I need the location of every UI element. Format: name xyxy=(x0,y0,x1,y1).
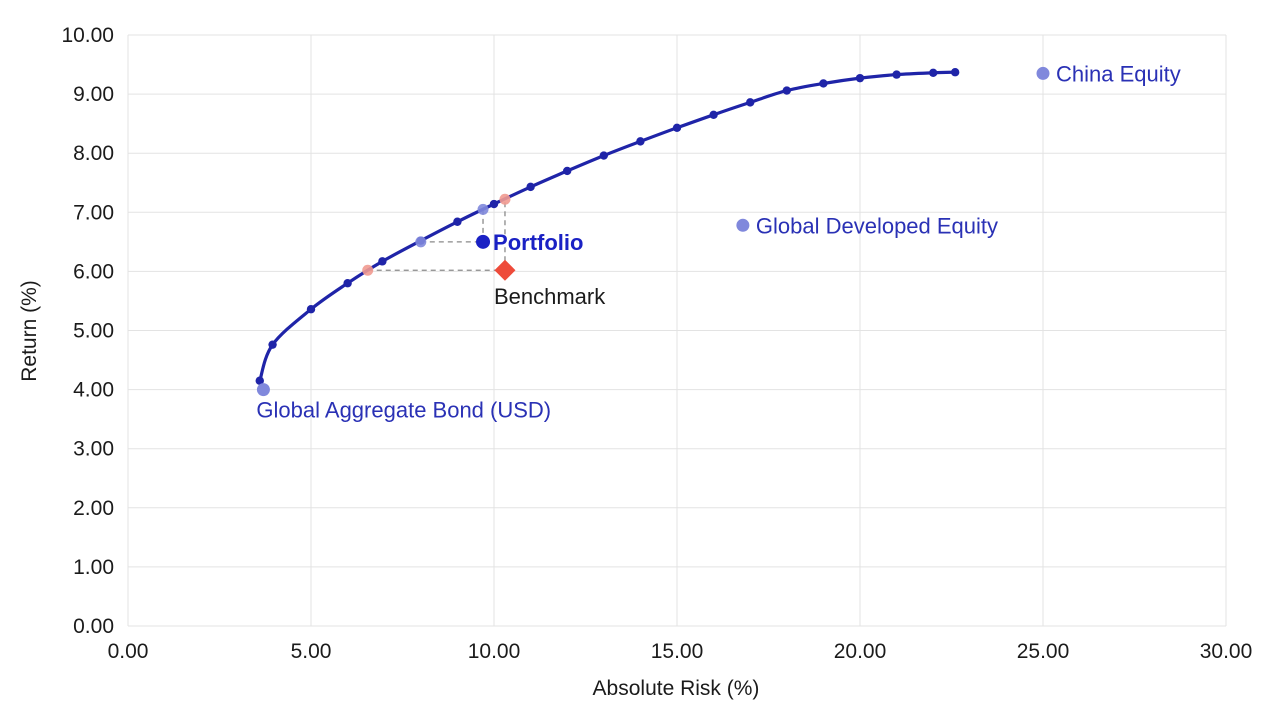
chart-markers xyxy=(256,66,1050,397)
projection-marker xyxy=(415,236,427,248)
x-tick-label: 15.00 xyxy=(651,640,704,663)
x-tick-label: 5.00 xyxy=(291,640,332,663)
frontier-point xyxy=(599,151,608,160)
frontier-point xyxy=(526,182,535,192)
x-tick-label: 30.00 xyxy=(1200,640,1253,663)
frontier-point xyxy=(255,376,264,385)
asset-label: Global Aggregate Bond (USD) xyxy=(256,398,551,423)
asset-label: China Equity xyxy=(1056,61,1181,86)
frontier-point xyxy=(950,68,960,77)
point-labels: Global Aggregate Bond (USD) Global Develo… xyxy=(256,61,1180,422)
x-tick-label: 10.00 xyxy=(468,640,521,663)
asset-label: Global Developed Equity xyxy=(756,213,998,238)
y-axis-title: Return (%) xyxy=(18,280,41,382)
frontier-point xyxy=(343,279,352,288)
tick-labels: 0.00 5.00 10.00 15.00 20.00 25.00 30.00 0.00 1.0… xyxy=(61,24,1252,663)
frontier-point xyxy=(819,79,828,88)
x-tick-label: 0.00 xyxy=(108,640,149,663)
x-tick-label: 25.00 xyxy=(1017,640,1070,663)
frontier-point xyxy=(306,305,316,314)
frontier-point xyxy=(929,68,938,78)
portfolio-point xyxy=(476,234,491,249)
y-tick-label: 9.00 xyxy=(73,83,114,106)
benchmark-diamond xyxy=(494,259,516,281)
y-tick-label: 3.00 xyxy=(73,438,114,461)
asset-point xyxy=(1036,66,1050,80)
frontier-point xyxy=(746,98,755,107)
frontier-point xyxy=(782,86,791,95)
frontier-point xyxy=(378,257,387,266)
frontier-point xyxy=(636,137,645,146)
y-tick-label: 7.00 xyxy=(73,201,114,224)
x-axis-title: Absolute Risk (%) xyxy=(593,677,760,700)
frontier-point xyxy=(709,110,718,119)
y-tick-label: 5.00 xyxy=(73,320,114,343)
frontier-point xyxy=(672,123,682,132)
y-tick-label: 0.00 xyxy=(73,615,114,638)
portfolio-label: Portfolio xyxy=(493,230,583,255)
benchmark-label: Benchmark xyxy=(494,284,606,309)
y-tick-label: 6.00 xyxy=(73,260,114,283)
asset-point xyxy=(256,383,270,397)
frontier-point xyxy=(855,73,865,83)
asset-point xyxy=(736,218,750,232)
projection-marker xyxy=(499,193,511,205)
gridlines xyxy=(127,34,1227,627)
y-tick-label: 1.00 xyxy=(73,556,114,579)
frontier-point xyxy=(268,340,277,349)
projection-marker xyxy=(362,264,374,276)
frontier-point xyxy=(489,199,499,209)
y-tick-label: 4.00 xyxy=(73,379,114,402)
frontier-point xyxy=(453,217,462,226)
projection-marker xyxy=(477,203,489,215)
frontier-point xyxy=(563,166,572,176)
x-tick-label: 20.00 xyxy=(834,640,887,663)
y-tick-label: 10.00 xyxy=(61,24,114,47)
frontier-point xyxy=(892,70,901,79)
y-tick-label: 2.00 xyxy=(73,497,114,520)
y-tick-label: 8.00 xyxy=(73,142,114,165)
